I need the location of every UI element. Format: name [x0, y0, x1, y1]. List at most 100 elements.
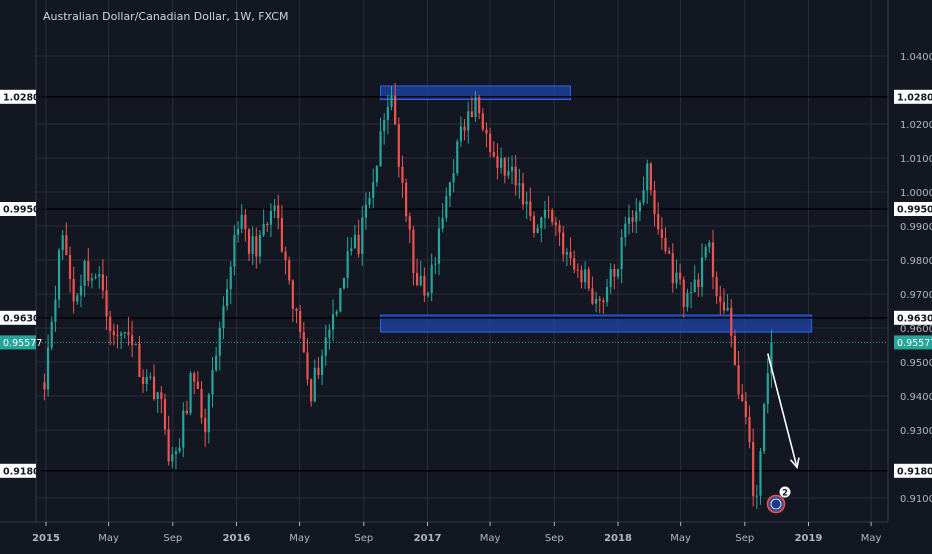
candle-body — [569, 251, 572, 259]
candle-body — [518, 183, 521, 186]
candle-body — [90, 278, 94, 281]
australia-flag-icon[interactable] — [770, 498, 782, 510]
candle-body — [342, 277, 346, 289]
horizontal-levels — [36, 96, 932, 472]
zone-rect[interactable] — [380, 314, 813, 333]
candle-body — [233, 234, 236, 267]
candle-body — [646, 163, 649, 191]
candle-body — [87, 260, 90, 281]
candle-body — [430, 264, 433, 293]
candle-body — [408, 216, 411, 230]
candle-body — [602, 300, 605, 303]
candle-body — [744, 401, 747, 417]
candle-body — [299, 311, 302, 333]
candle-body — [200, 388, 203, 418]
candle-body — [226, 289, 229, 307]
x-tick-label: Sep — [163, 533, 182, 544]
candle-body — [196, 381, 199, 389]
candle-body — [481, 113, 484, 130]
candle-body — [722, 302, 726, 311]
candle-body — [390, 95, 393, 107]
candle-body — [149, 376, 152, 378]
candle-body — [704, 247, 707, 258]
candle-body — [98, 274, 101, 277]
level-tag-label: 0.99500 — [3, 205, 47, 216]
candle-body — [174, 451, 178, 455]
candle-body — [185, 410, 189, 414]
level-tag — [894, 202, 932, 216]
candle-body — [456, 141, 459, 174]
current-price-tag-label: 0.95577 — [3, 338, 42, 349]
level-tag-label: 0.96300 — [897, 313, 932, 324]
candle-body — [485, 129, 488, 134]
candle-body — [631, 217, 634, 222]
candle-body — [364, 204, 368, 218]
candle-body — [331, 314, 335, 330]
candle-body — [708, 242, 711, 248]
x-tick-label: 2015 — [32, 533, 60, 544]
candle-body — [350, 248, 353, 252]
candle-body — [478, 97, 481, 114]
candle-body — [412, 229, 415, 273]
level-tag — [894, 463, 932, 478]
candle-body — [573, 258, 576, 270]
level-tag-label: 1.02800 — [3, 92, 47, 103]
candle-body — [368, 198, 371, 205]
candle-body — [284, 251, 287, 261]
candle-body — [255, 236, 258, 257]
candle-body — [489, 133, 492, 153]
level-tag — [0, 89, 36, 104]
candle-body — [532, 215, 536, 233]
candle-body — [372, 182, 375, 199]
candle-body — [605, 286, 609, 303]
candle-body — [521, 183, 525, 205]
candle-body — [715, 277, 718, 297]
candle-body — [737, 365, 740, 395]
candle-body — [83, 260, 86, 286]
candle-body — [167, 429, 170, 462]
x-tick-label: May — [289, 533, 310, 544]
candle-body — [262, 223, 265, 236]
candle-body — [101, 274, 104, 291]
candle-body — [105, 290, 108, 317]
x-tick-label: May — [670, 533, 691, 544]
candle-body — [441, 217, 444, 229]
candle-body — [324, 337, 327, 356]
candle-body — [613, 268, 616, 277]
candle-body — [657, 214, 660, 230]
x-tick-label: Sep — [545, 533, 564, 544]
event-marker[interactable]: 2 — [766, 486, 791, 514]
candle-body — [123, 331, 126, 334]
candle-body — [72, 279, 75, 302]
candle-body — [510, 166, 514, 172]
candle-body — [116, 335, 119, 337]
candle-body — [543, 209, 547, 218]
candle-body — [525, 201, 528, 205]
candle-body — [383, 120, 386, 132]
candle-body — [733, 335, 737, 366]
x-tick-label: May — [480, 533, 501, 544]
candle-body — [649, 163, 652, 191]
candle-body — [496, 156, 499, 168]
candle-body — [204, 417, 207, 433]
candle-body — [594, 298, 598, 304]
candle-body — [558, 225, 561, 233]
x-tick-label: 2017 — [414, 533, 442, 544]
candle-body — [492, 152, 495, 157]
candle-body — [474, 97, 477, 118]
event-badge — [779, 486, 791, 498]
candle-body — [668, 251, 671, 254]
time-axis[interactable]: 2015 May Sep 2016 May Sep 2017 May Sep 2018 May Sep… — [0, 521, 932, 550]
arrow-head — [789, 457, 800, 470]
candle-body — [763, 403, 766, 452]
candle-body — [386, 106, 389, 121]
candle-body — [138, 343, 141, 377]
candle-body — [240, 214, 243, 229]
candle-body — [79, 285, 83, 296]
